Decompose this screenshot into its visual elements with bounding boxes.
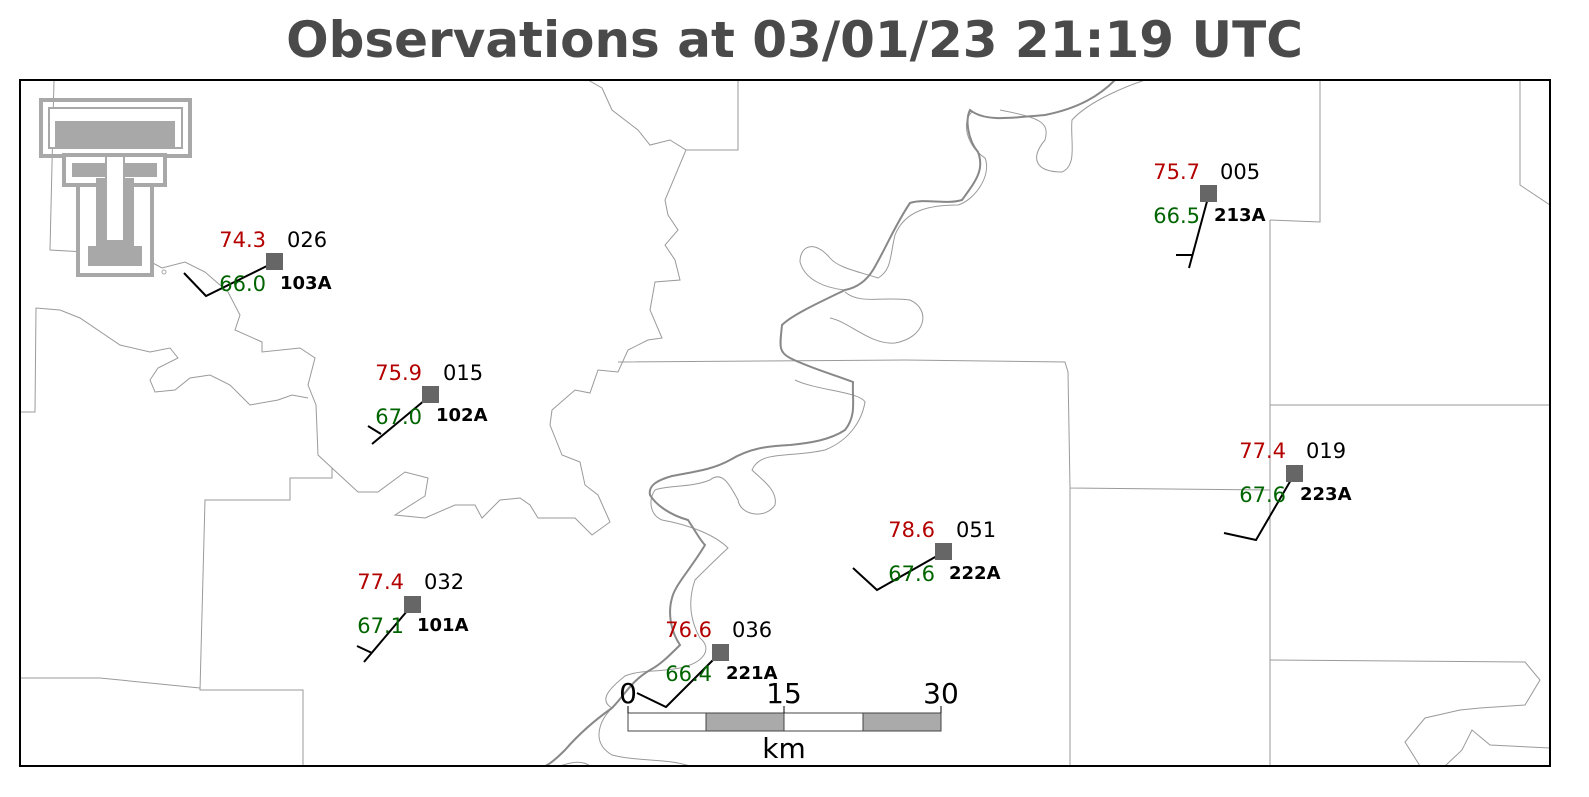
temperature-label: 74.3 (219, 228, 266, 252)
station-marker (266, 253, 283, 270)
station-marker (1286, 465, 1303, 482)
basemap (20, 80, 1550, 766)
scale-tick-label: 30 (923, 677, 959, 710)
pressure-label: 019 (1306, 439, 1346, 463)
station-marker (422, 386, 439, 403)
temperature-label: 77.4 (357, 570, 404, 594)
station-marker (404, 596, 421, 613)
double-t-logo-icon (39, 98, 192, 277)
dewpoint-label: 66.4 (665, 662, 712, 686)
temperature-label: 75.9 (375, 361, 422, 385)
wind-barb (1223, 472, 1296, 542)
station-marker (712, 644, 729, 661)
wind-barb (852, 551, 945, 592)
dewpoint-label: 67.6 (1239, 483, 1286, 507)
station-plot-222A[interactable]: 78.6 051 67.6 222A (852, 518, 1001, 592)
dewpoint-label: 67.6 (888, 562, 935, 586)
station-plot-213A[interactable]: 75.7 005 66.5 213A (1153, 160, 1266, 269)
pressure-label: 051 (956, 518, 996, 542)
station-id-label: 103A (280, 273, 332, 294)
station-marker (935, 543, 952, 560)
pressure-label: 005 (1220, 160, 1260, 184)
dewpoint-label: 66.5 (1153, 204, 1200, 228)
wind-barb (356, 603, 414, 663)
dewpoint-label: 67.1 (357, 614, 404, 638)
station-marker (1200, 185, 1217, 202)
station-id-label: 223A (1300, 484, 1352, 505)
station-id-label: 102A (436, 405, 488, 426)
temperature-label: 76.6 (665, 618, 712, 642)
pressure-label: 026 (287, 228, 327, 252)
county-boundaries (20, 80, 1550, 766)
station-plot-102A[interactable]: 75.9 015 67.0 102A (367, 361, 488, 445)
wind-barb (183, 261, 276, 298)
station-id-label: 101A (417, 615, 469, 636)
scale-tick-label: 15 (766, 677, 802, 710)
pressure-label: 015 (443, 361, 483, 385)
scale-unit-label: km (762, 732, 806, 765)
map-title: Observations at 03/01/23 21:19 UTC (286, 11, 1303, 69)
map-frame (19, 79, 1551, 767)
station-plot-221A[interactable]: 76.6 036 66.4 221A (636, 618, 778, 709)
scale-bar: 0 15 30 km (619, 677, 959, 765)
station-plot-103A[interactable]: 74.3 026 66.0 103A (183, 228, 332, 298)
scale-tick-label: 0 (619, 677, 637, 710)
pressure-label: 036 (732, 618, 772, 642)
wind-barb (367, 394, 432, 445)
station-id-label: 221A (726, 663, 778, 684)
river (544, 80, 1116, 766)
station-plot-223A[interactable]: 77.4 019 67.6 223A (1223, 439, 1352, 542)
wind-barb (636, 651, 722, 709)
station-id-label: 222A (949, 563, 1001, 584)
temperature-label: 77.4 (1239, 439, 1286, 463)
station-plot-101A[interactable]: 77.4 032 67.1 101A (356, 570, 469, 663)
pressure-label: 032 (424, 570, 464, 594)
temperature-label: 78.6 (888, 518, 935, 542)
dewpoint-label: 66.0 (219, 272, 266, 296)
wind-barb (1176, 193, 1210, 269)
dewpoint-label: 67.0 (375, 405, 422, 429)
temperature-label: 75.7 (1153, 160, 1200, 184)
station-id-label: 213A (1214, 205, 1266, 226)
